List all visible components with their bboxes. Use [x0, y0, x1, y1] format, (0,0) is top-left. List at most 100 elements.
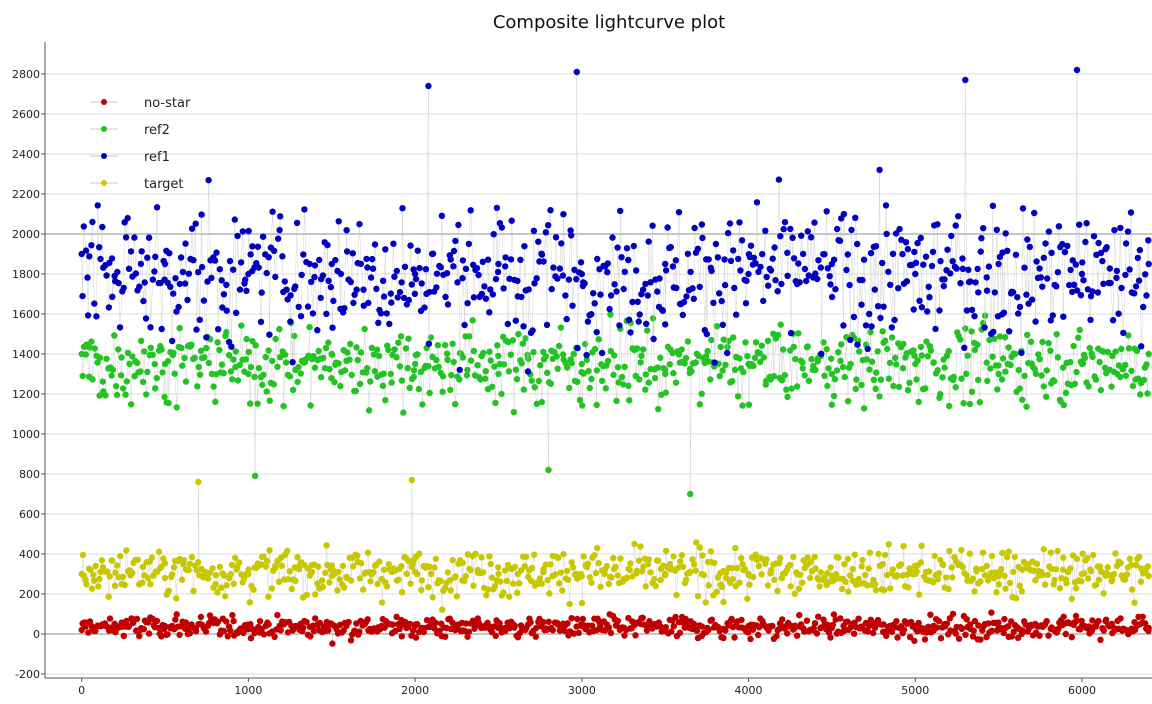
data-point — [406, 384, 413, 391]
data-point — [408, 476, 415, 484]
data-point — [515, 330, 522, 338]
data-point — [518, 360, 525, 367]
data-point — [593, 329, 600, 336]
data-point — [718, 583, 726, 591]
data-point — [1015, 310, 1022, 317]
data-point — [1096, 358, 1103, 366]
data-point — [1145, 237, 1152, 244]
data-point — [249, 243, 256, 250]
data-point — [801, 265, 809, 273]
data-point — [414, 571, 421, 578]
data-point — [727, 257, 735, 265]
data-point — [1062, 389, 1070, 396]
data-point — [357, 260, 364, 267]
data-point — [455, 221, 462, 229]
data-point — [272, 562, 279, 569]
data-point — [406, 620, 414, 628]
data-point — [612, 563, 619, 571]
data-point — [173, 595, 180, 602]
data-point — [902, 239, 910, 246]
data-point — [578, 572, 585, 580]
data-point — [431, 625, 438, 632]
data-point — [916, 297, 923, 304]
data-point — [1019, 566, 1026, 573]
data-point — [411, 290, 419, 297]
data-point — [659, 307, 666, 314]
data-point — [1095, 239, 1102, 247]
data-point — [176, 631, 183, 639]
data-point — [557, 324, 565, 331]
data-point — [729, 564, 736, 572]
data-point — [934, 575, 942, 583]
data-point — [369, 265, 377, 272]
data-point — [331, 379, 338, 386]
data-point — [889, 566, 897, 573]
data-point — [1053, 331, 1060, 338]
data-point — [1055, 625, 1062, 633]
data-point — [306, 260, 313, 268]
data-point — [276, 325, 283, 333]
data-point — [205, 177, 212, 184]
data-point — [236, 286, 244, 293]
data-point — [1054, 354, 1062, 361]
data-point — [399, 205, 406, 212]
data-point — [1042, 581, 1049, 588]
data-point — [230, 580, 237, 587]
data-point — [208, 274, 215, 282]
data-point — [563, 315, 570, 323]
data-point — [830, 256, 838, 263]
data-point — [201, 354, 208, 361]
data-point — [823, 346, 830, 353]
data-point — [687, 568, 694, 575]
data-point — [459, 275, 466, 282]
data-point — [1064, 242, 1071, 250]
data-point — [831, 576, 838, 583]
data-point — [364, 616, 371, 623]
data-point — [196, 371, 204, 378]
data-point — [1042, 240, 1049, 247]
data-point — [327, 283, 335, 291]
data-point — [450, 247, 458, 255]
data-point — [415, 385, 422, 393]
data-point — [311, 262, 319, 269]
data-point — [212, 580, 219, 588]
data-point — [837, 357, 844, 364]
data-point — [1142, 620, 1149, 627]
data-point — [1011, 553, 1018, 561]
data-point — [312, 615, 319, 622]
data-point — [332, 256, 339, 264]
data-point — [1112, 348, 1119, 355]
data-point — [778, 377, 786, 384]
data-point — [784, 249, 791, 256]
data-point — [916, 591, 923, 598]
data-point — [401, 263, 409, 270]
data-point — [340, 627, 347, 634]
data-point — [356, 628, 363, 635]
data-point — [500, 361, 508, 368]
data-point — [604, 357, 612, 365]
data-point — [991, 335, 998, 342]
data-point — [844, 251, 851, 258]
data-point — [266, 397, 273, 404]
data-point — [801, 372, 808, 379]
data-point — [552, 571, 559, 578]
data-point — [1053, 283, 1060, 290]
data-point — [575, 629, 582, 637]
data-point — [912, 270, 919, 278]
data-point — [1126, 266, 1133, 273]
data-point — [486, 348, 493, 355]
data-point — [821, 574, 828, 582]
data-point — [764, 582, 772, 589]
data-point — [229, 376, 236, 383]
data-point — [995, 581, 1003, 588]
data-point — [400, 409, 407, 416]
data-point — [971, 313, 978, 320]
data-point — [536, 575, 544, 582]
data-point — [1129, 382, 1137, 390]
data-point — [115, 346, 122, 353]
data-point — [864, 582, 871, 589]
data-point — [705, 582, 712, 589]
data-point — [621, 363, 628, 370]
data-point — [554, 275, 561, 282]
data-point — [514, 277, 521, 285]
